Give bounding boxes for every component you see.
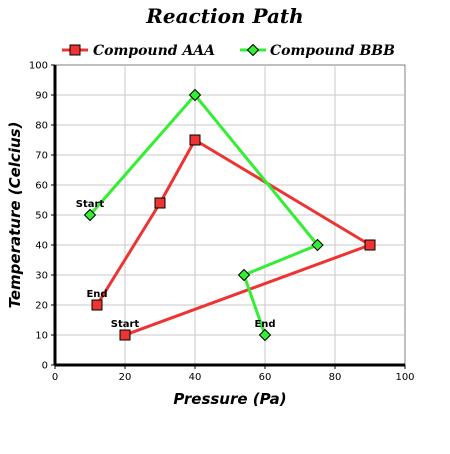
y-tick-label: 40 <box>35 241 48 252</box>
annotation-label: End <box>86 289 107 300</box>
data-point-diamond <box>258 328 272 342</box>
data-point-square <box>91 299 103 311</box>
legend-label-aaa: Compound AAA <box>93 43 215 59</box>
y-tick-label: 60 <box>35 181 48 192</box>
y-tick-label: 100 <box>29 61 48 72</box>
y-tick-label: 0 <box>42 361 48 372</box>
data-point-square <box>154 197 166 209</box>
y-tick-label: 20 <box>35 301 48 312</box>
y-tick-label: 90 <box>35 91 48 102</box>
x-tick-label: 100 <box>395 372 414 383</box>
legend-item-bbb: Compound BBB <box>240 43 395 59</box>
y-tick-label: 80 <box>35 121 48 132</box>
annotation-layer: Start End Start End <box>76 199 276 330</box>
data-point-square <box>364 239 376 251</box>
legend-marker-bbb <box>246 43 260 57</box>
data-point-square <box>119 329 131 341</box>
annotation-label: End <box>254 319 275 330</box>
data-point-square <box>189 134 201 146</box>
data-point-diamond <box>311 238 324 252</box>
y-tick-label: 30 <box>35 271 48 282</box>
y-tick-label: 70 <box>35 151 48 162</box>
series-bbb <box>83 88 324 342</box>
x-tick-label: 40 <box>189 372 202 383</box>
x-tick-label: 20 <box>119 372 132 383</box>
y-axis-title: Temperature (Celcius) <box>6 122 24 309</box>
legend: Compound AAA Compound BBB <box>62 43 395 59</box>
legend-item-aaa: Compound AAA <box>62 43 215 59</box>
y-tick-label: 50 <box>35 211 48 222</box>
tick-layer: 0 20 40 60 80 100 0 10 20 30 40 50 60 70 80 90 100 <box>29 61 415 384</box>
y-tick-label: 10 <box>35 331 48 342</box>
data-point-diamond <box>188 88 202 102</box>
x-axis-title: Pressure (Pa) <box>173 390 286 408</box>
data-point-diamond <box>237 268 251 282</box>
series-aaa <box>91 134 376 341</box>
chart-title: Reaction Path <box>145 4 303 28</box>
grid-lines <box>55 65 405 365</box>
series-layer <box>83 88 376 342</box>
annotation-label: Start <box>111 319 140 330</box>
x-tick-label: 0 <box>52 372 58 383</box>
legend-marker-aaa <box>69 44 81 56</box>
x-tick-label: 60 <box>259 372 272 383</box>
data-point-diamond <box>83 208 97 222</box>
x-tick-label: 80 <box>329 372 342 383</box>
legend-label-bbb: Compound BBB <box>270 43 395 59</box>
annotation-label: Start <box>76 199 105 210</box>
